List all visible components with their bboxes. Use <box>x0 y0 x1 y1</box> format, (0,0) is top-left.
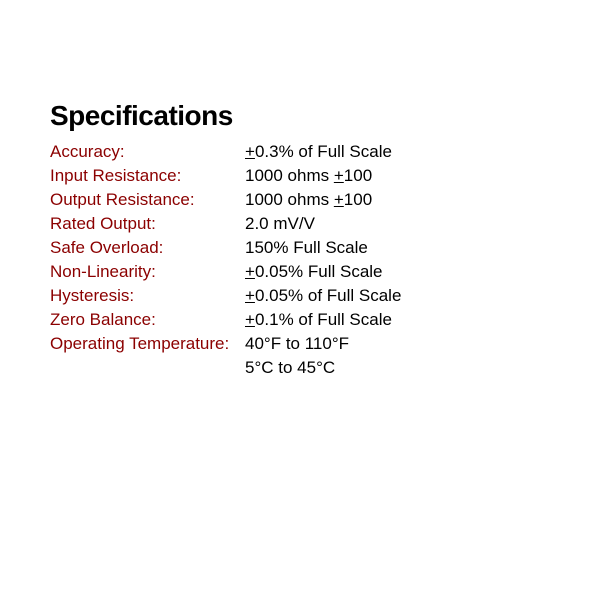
spec-value: 5°C to 45°C <box>245 356 401 380</box>
spec-label: Non-Linearity: <box>50 260 245 284</box>
spec-row-rated-output: Rated Output: 2.0 mV/V <box>50 212 401 236</box>
spec-value: 2.0 mV/V <box>245 212 401 236</box>
spec-row-operating-temp-f: Operating Temperature: 40°F to 110°F <box>50 332 401 356</box>
spec-row-safe-overload: Safe Overload: 150% Full Scale <box>50 236 401 260</box>
spec-value: 150% Full Scale <box>245 236 401 260</box>
spec-row-input-resistance: Input Resistance: 1000 ohms +100 <box>50 164 401 188</box>
spec-row-hysteresis: Hysteresis: +0.05% of Full Scale <box>50 284 401 308</box>
plusminus-icon: + <box>334 190 344 209</box>
spec-row-accuracy: Accuracy: +0.3% of Full Scale <box>50 140 401 164</box>
plusminus-icon: + <box>245 286 255 305</box>
spec-row-non-linearity: Non-Linearity: +0.05% Full Scale <box>50 260 401 284</box>
plusminus-icon: + <box>245 310 255 329</box>
spec-label: Operating Temperature: <box>50 332 245 356</box>
spec-value: +0.3% of Full Scale <box>245 140 401 164</box>
plusminus-icon: + <box>334 166 344 185</box>
spec-row-output-resistance: Output Resistance: 1000 ohms +100 <box>50 188 401 212</box>
spec-row-zero-balance: Zero Balance: +0.1% of Full Scale <box>50 308 401 332</box>
plusminus-icon: + <box>245 142 255 161</box>
spec-value: 1000 ohms +100 <box>245 188 401 212</box>
spec-value: 1000 ohms +100 <box>245 164 401 188</box>
spec-value: +0.05% Full Scale <box>245 260 401 284</box>
spec-label: Accuracy: <box>50 140 245 164</box>
spec-label: Zero Balance: <box>50 308 245 332</box>
spec-label <box>50 356 245 380</box>
spec-label: Output Resistance: <box>50 188 245 212</box>
spec-value: +0.05% of Full Scale <box>245 284 401 308</box>
spec-label: Rated Output: <box>50 212 245 236</box>
plusminus-icon: + <box>245 262 255 281</box>
specifications-title: Specifications <box>50 100 550 132</box>
spec-label: Input Resistance: <box>50 164 245 188</box>
spec-label: Safe Overload: <box>50 236 245 260</box>
spec-value: 40°F to 110°F <box>245 332 401 356</box>
spec-label: Hysteresis: <box>50 284 245 308</box>
spec-row-operating-temp-c: 5°C to 45°C <box>50 356 401 380</box>
spec-value: +0.1% of Full Scale <box>245 308 401 332</box>
specifications-table: Accuracy: +0.3% of Full Scale Input Resi… <box>50 140 401 380</box>
